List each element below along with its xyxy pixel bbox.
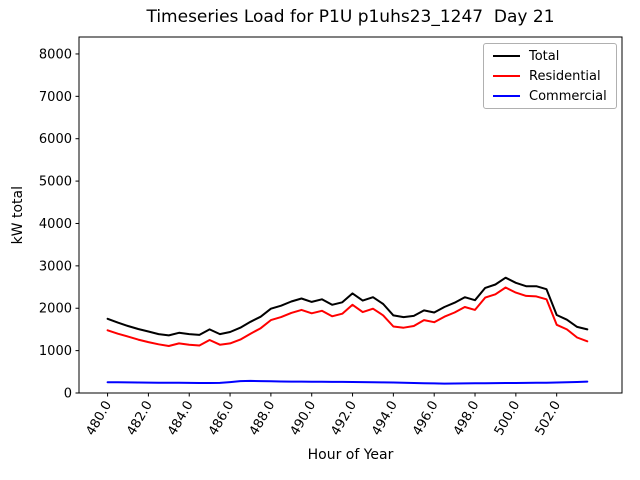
legend-entry-commercial: Commercial <box>484 90 616 103</box>
y-tick-label: 0 <box>64 387 72 402</box>
legend-line-residential <box>493 75 520 77</box>
x-tick-label: 494.0 <box>369 399 401 439</box>
y-tick-label: 1000 <box>39 344 72 359</box>
x-tick-label: 486.0 <box>206 399 238 439</box>
y-tick-label: 7000 <box>39 90 72 105</box>
legend-entry-total: Total <box>484 50 616 63</box>
series-line-residential <box>106 286 589 347</box>
y-tick-label: 3000 <box>39 259 72 274</box>
series-line-total <box>106 276 589 337</box>
y-tick-label: 2000 <box>39 302 72 317</box>
x-tick-label: 502.0 <box>533 399 565 439</box>
legend-label-residential: Residential <box>529 68 601 84</box>
legend-label-commercial: Commercial <box>529 88 607 104</box>
x-tick-label: 482.0 <box>124 399 156 439</box>
y-tick-label: 5000 <box>39 175 72 190</box>
y-tick-label: 4000 <box>39 217 72 232</box>
legend-entry-residential: Residential <box>484 70 616 83</box>
legend: Total Residential Commercial <box>483 43 617 109</box>
x-tick-label: 496.0 <box>410 399 442 439</box>
legend-line-total <box>493 55 520 57</box>
y-tick-label: 8000 <box>39 47 72 62</box>
x-tick-label: 498.0 <box>451 399 483 439</box>
series-line-commercial <box>106 379 589 385</box>
plot-border <box>78 36 623 394</box>
legend-line-commercial <box>493 95 520 97</box>
x-tick-label: 488.0 <box>247 399 279 439</box>
x-tick-label: 492.0 <box>328 399 360 439</box>
x-tick-label: 500.0 <box>492 399 524 439</box>
x-axis-label: Hour of Year <box>307 447 394 463</box>
x-tick-label: 490.0 <box>288 399 320 439</box>
chart-title: Timeseries Load for P1U p1uhs23_1247 Day… <box>146 7 555 27</box>
y-axis-label: kW total <box>10 185 26 245</box>
y-axis-label-container: kW total <box>8 37 28 393</box>
x-tick-label: 484.0 <box>165 399 197 439</box>
y-tick-label: 6000 <box>39 132 72 147</box>
legend-label-total: Total <box>529 48 560 64</box>
x-tick-label: 480.0 <box>83 399 115 439</box>
